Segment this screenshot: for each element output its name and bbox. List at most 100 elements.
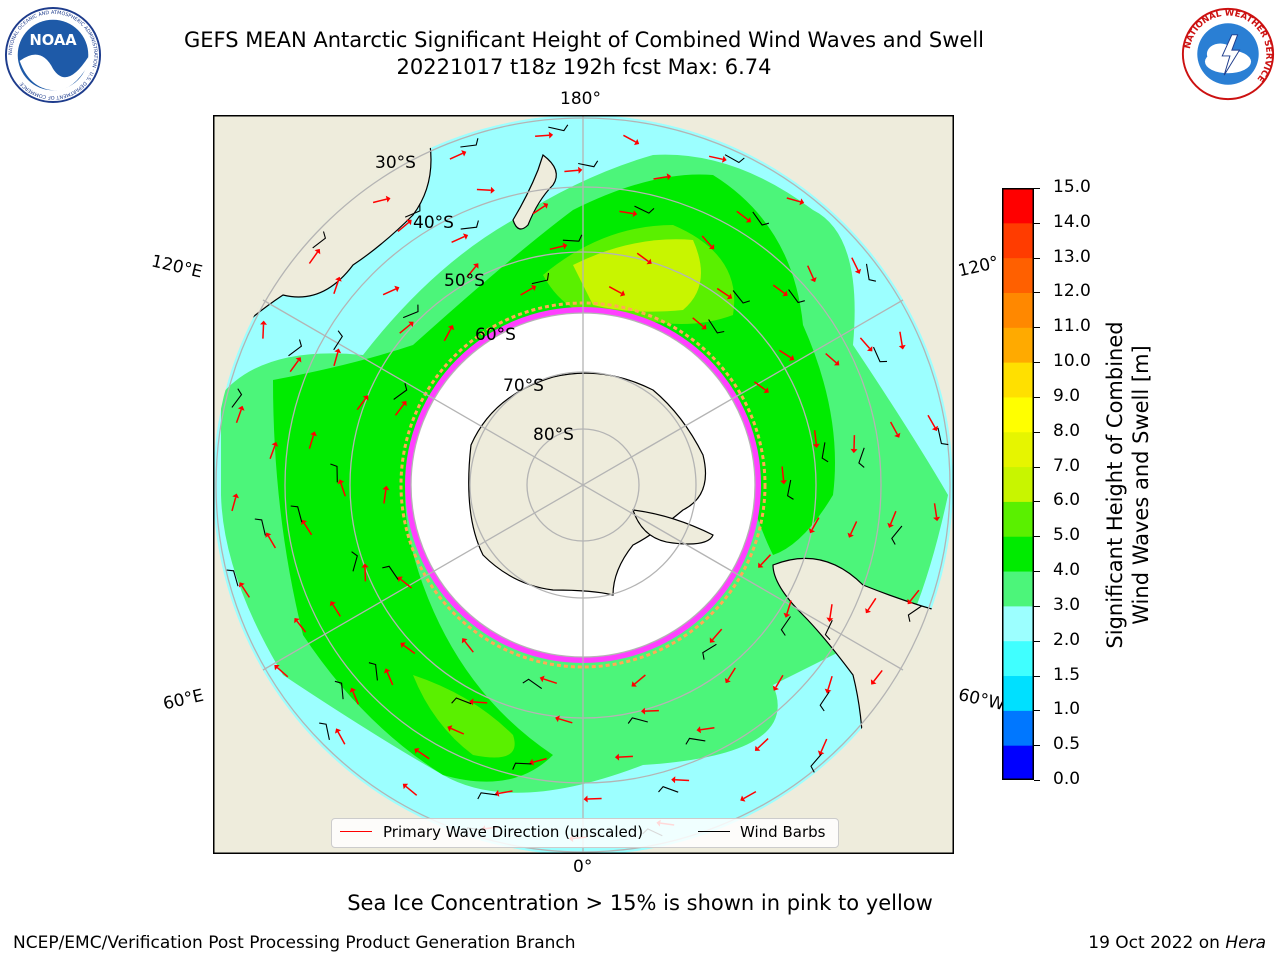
wind-barb — [786, 479, 794, 500]
wave-direction-arrowhead — [335, 276, 342, 282]
wave-direction-arrowhead — [632, 210, 638, 217]
wave-direction-arrow — [262, 324, 265, 339]
sea-ice-note: Sea Ice Concentration > 15% is shown in … — [347, 891, 933, 915]
wave-direction-arrowhead — [402, 783, 409, 790]
wave-direction-arrowhead — [260, 320, 267, 325]
colorbar-band — [1002, 362, 1034, 398]
map-frame — [213, 115, 954, 854]
wave-direction-arrow — [449, 152, 464, 160]
wind-barb — [819, 691, 830, 712]
wave-direction-arrowhead — [894, 432, 901, 438]
wind-barb — [752, 211, 770, 226]
wave-direction-arrowhead — [865, 608, 871, 614]
wave-direction-arrowhead — [531, 284, 537, 291]
wave-direction-arrow — [859, 337, 871, 349]
wave-direction-arrowhead — [494, 789, 500, 797]
wind-barb — [460, 138, 479, 148]
wave-direction-arrowhead — [394, 285, 400, 293]
new-zealand-landmass — [512, 154, 557, 230]
wind-barb — [330, 463, 338, 483]
wave-direction-arrow — [400, 578, 413, 589]
wave-direction-arrow — [813, 430, 818, 445]
wave-direction-arrowhead — [709, 637, 716, 643]
wave-direction-arrow — [889, 510, 897, 525]
wave-direction-arrowhead — [238, 582, 245, 588]
colorbar-band — [1002, 501, 1034, 537]
wave-direction-arrowhead — [907, 598, 913, 605]
colorbar-band — [1002, 536, 1034, 572]
wind-barb — [231, 388, 243, 408]
wind-barb — [288, 339, 303, 357]
lon-label-180: 180° — [560, 89, 601, 109]
chart-subtitle: 20221017 t18z 192h fcst Max: 6.74 — [396, 55, 772, 79]
wind-barb — [319, 722, 330, 741]
wave-direction-arrow — [340, 482, 347, 497]
wave-direction-arrowhead — [406, 219, 412, 226]
wind-barb — [404, 203, 421, 218]
wind-barb — [333, 330, 343, 351]
wind-barb — [821, 442, 829, 463]
lon-label-0: 0° — [573, 857, 593, 877]
wave-direction-arrow — [608, 286, 622, 295]
wave-zone-6-7m — [573, 239, 701, 312]
wind-barb — [685, 737, 706, 745]
wave-direction-arrow — [394, 403, 405, 416]
wave-direction-arrowhead — [414, 748, 420, 754]
footer-date-text: 19 Oct 2022 on — [1088, 933, 1220, 953]
wave-direction-arrowhead — [335, 728, 342, 734]
colorbar-title-line1: Significant Height of Combined — [1103, 321, 1127, 649]
colorbar-tick-mark — [1034, 327, 1040, 329]
colorbar-band — [1002, 257, 1034, 293]
wave-direction-arrow — [618, 755, 633, 758]
colorbar-band — [1002, 640, 1034, 677]
wind-barb — [393, 383, 408, 400]
wave-direction-arrow — [772, 284, 785, 295]
wave-direction-arrow — [549, 245, 564, 251]
wave-direction-arrowhead — [314, 248, 321, 255]
wave-direction-arrow — [757, 738, 769, 749]
wave-direction-arrow — [753, 381, 767, 391]
wave-direction-arrowhead — [265, 532, 272, 538]
wave-direction-arrowhead — [349, 687, 357, 693]
legend-wave-direction: Primary Wave Direction (unscaled) — [383, 823, 644, 841]
wave-direction-arrow — [827, 675, 833, 690]
colorbar-tick-mark — [1034, 431, 1040, 433]
wind-barb — [548, 124, 569, 132]
noaa-logo-text: NOAA — [29, 32, 77, 49]
wind-barb — [578, 160, 599, 168]
wave-direction-arrowhead — [799, 198, 805, 206]
colorbar-tick-mark — [1034, 466, 1040, 468]
wind-barb — [858, 447, 865, 468]
wave-direction-arrow — [564, 169, 579, 173]
meridian-60e-120w — [262, 299, 904, 671]
wind-barb — [627, 717, 648, 724]
wave-direction-arrowhead — [758, 562, 764, 568]
wave-direction-arrowhead — [274, 665, 280, 671]
wave-direction-arrowhead — [529, 758, 534, 766]
wave-direction-arrowhead — [671, 776, 676, 784]
wave-direction-arrowhead — [401, 400, 407, 407]
wave-direction-arrowhead — [666, 173, 672, 181]
wave-direction-arrow — [241, 585, 251, 598]
wind-barb — [451, 697, 472, 705]
wave-direction-arrow — [692, 317, 704, 328]
wave-direction-arrowhead — [619, 290, 626, 297]
wave-direction-arrowhead — [463, 233, 469, 240]
wave-direction-arrowhead — [539, 675, 545, 683]
wave-zone-5-6m-south — [413, 675, 515, 758]
colorbar-tick-label: 2.0 — [1053, 629, 1081, 650]
wave-direction-arrowhead — [808, 528, 815, 534]
footer-date: 19 Oct 2022 on Hera — [1088, 933, 1266, 953]
colorbar-band — [1002, 571, 1034, 607]
colorbar-tick-mark — [1034, 396, 1040, 398]
wave-direction-arrowhead — [461, 150, 467, 157]
colorbar-tick-label: 0.5 — [1053, 734, 1081, 755]
wind-barb — [531, 273, 550, 285]
wave-direction-arrow — [520, 287, 534, 296]
wave-direction-arrow — [675, 779, 690, 782]
wave-direction-arrowhead — [745, 217, 752, 223]
colorbar-tick-label: 6.0 — [1053, 490, 1081, 511]
wave-direction-arrowhead — [724, 677, 731, 684]
colorbar-tick-label: 8.0 — [1053, 420, 1081, 441]
wave-direction-arrow — [933, 503, 938, 518]
